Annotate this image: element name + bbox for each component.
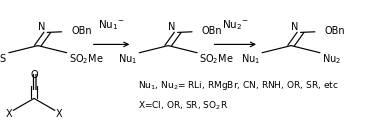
Text: OBn: OBn xyxy=(201,26,222,36)
Text: Nu$_1$: Nu$_1$ xyxy=(118,52,137,66)
Text: N: N xyxy=(168,22,175,32)
Text: O: O xyxy=(30,70,38,80)
Text: MeO$_2$S: MeO$_2$S xyxy=(0,52,7,66)
Text: ‖: ‖ xyxy=(30,74,38,90)
Text: SO$_2$Me: SO$_2$Me xyxy=(199,52,234,66)
Text: Nu$_2$: Nu$_2$ xyxy=(322,52,341,66)
Text: Nu$_1$: Nu$_1$ xyxy=(241,52,260,66)
Text: Nu$_2$$^{-}$: Nu$_2$$^{-}$ xyxy=(222,18,248,32)
Text: N: N xyxy=(291,22,298,32)
Text: X=Cl, OR, SR, SO$_2$R: X=Cl, OR, SR, SO$_2$R xyxy=(138,100,228,112)
Text: Nu$_1$, Nu$_2$= RLi, RMgBr, CN, RNH, OR, SR, etc: Nu$_1$, Nu$_2$= RLi, RMgBr, CN, RNH, OR,… xyxy=(138,79,339,92)
Text: SO$_2$Me: SO$_2$Me xyxy=(69,52,103,66)
Text: OBn: OBn xyxy=(71,26,92,36)
Text: X: X xyxy=(6,109,13,119)
Text: N: N xyxy=(37,22,45,32)
Text: X: X xyxy=(55,109,62,119)
Text: Nu$_1$$^{-}$: Nu$_1$$^{-}$ xyxy=(98,18,125,32)
Text: OBn: OBn xyxy=(324,26,345,36)
